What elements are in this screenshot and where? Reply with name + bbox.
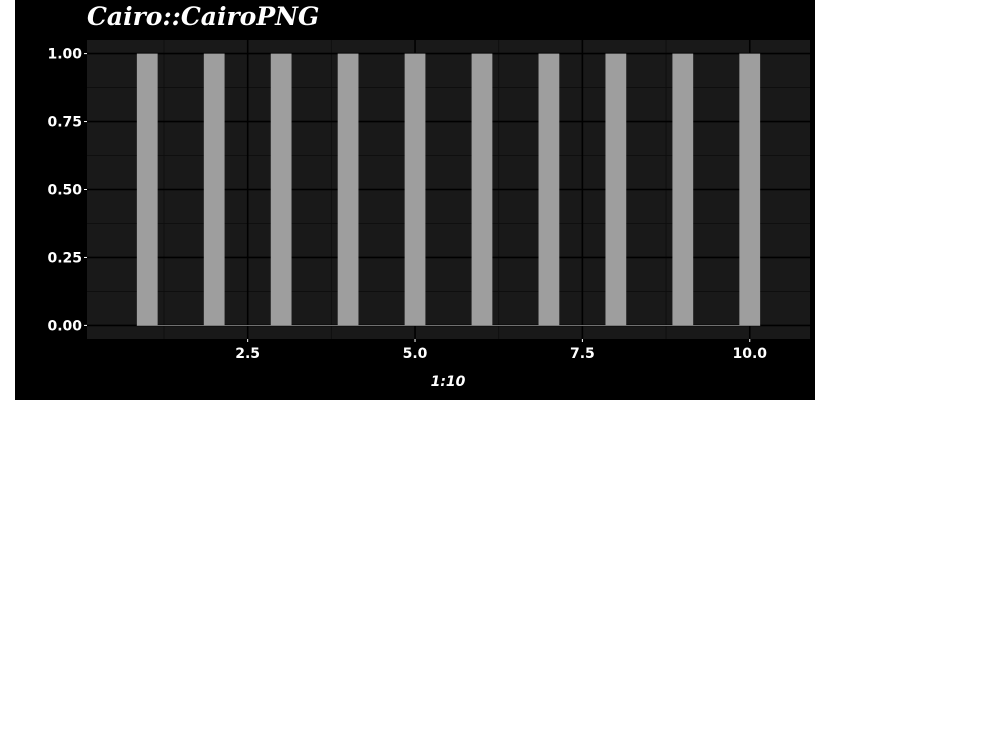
y-axis: 0.00 0.25 0.50 0.75 1.00 (47, 47, 87, 334)
y-tick-label: 1.00 (47, 47, 82, 63)
chart-figure: 0.00 0.25 0.50 0.75 1.00 2.5 5.0 7.5 10.0 Cairo… (15, 0, 815, 400)
x-axis: 2.5 5.0 7.5 10.0 (235, 339, 767, 362)
y-tick-label: 0.50 (47, 183, 82, 199)
y-tick-label: 0.75 (47, 115, 82, 131)
chart-title: Cairo::CairoPNG (87, 2, 319, 31)
bar (270, 53, 292, 326)
bars (136, 53, 761, 326)
bar (337, 53, 359, 326)
x-tick-label: 2.5 (235, 346, 260, 362)
chart-svg: 0.00 0.25 0.50 0.75 1.00 2.5 5.0 7.5 10.0 Cairo… (47, 2, 810, 390)
x-tick-label: 10.0 (732, 346, 767, 362)
y-tick-label: 0.25 (47, 250, 82, 266)
bar (136, 53, 158, 326)
x-tick-label: 5.0 (403, 346, 428, 362)
x-tick-label: 7.5 (570, 346, 595, 362)
bar (203, 53, 225, 326)
bar (471, 53, 493, 326)
bar (404, 53, 426, 326)
bar (672, 53, 694, 326)
x-axis-title: 1:10 (431, 374, 466, 390)
bar (538, 53, 560, 326)
y-tick-label: 0.00 (47, 318, 82, 334)
bar (605, 53, 627, 326)
bar (739, 53, 761, 326)
